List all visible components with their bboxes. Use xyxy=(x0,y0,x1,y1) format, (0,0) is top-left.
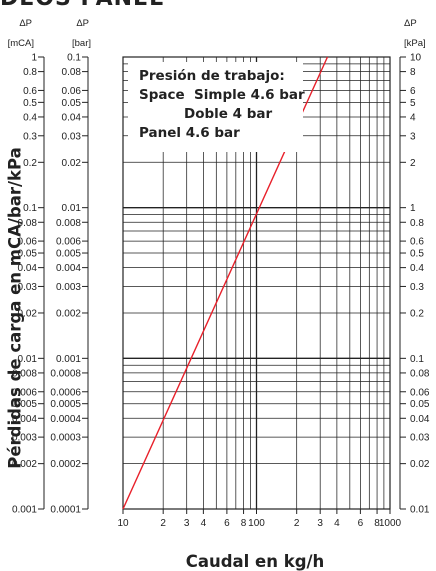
y-tick-label: 0.004 xyxy=(56,263,81,274)
y-tick-label: 2 xyxy=(410,158,416,169)
y-tick-label: 0.0008 xyxy=(50,368,81,379)
y-tick-label: 0.1 xyxy=(410,354,424,365)
x-tick-label: 10 xyxy=(117,518,129,529)
y-tick-label: 1 xyxy=(410,203,416,214)
y-tick-label: 0.4 xyxy=(23,112,37,123)
y-tick-label: 6 xyxy=(410,86,416,97)
y-tick-label: 0.2 xyxy=(23,158,37,169)
y-tick-label: 0.1 xyxy=(23,203,37,214)
x-tick-label: 100 xyxy=(248,518,265,529)
y-tick-label: 0.08 xyxy=(410,368,430,379)
y-tick-label: 0.05 xyxy=(62,98,82,109)
y-axis-unit: [kPa] xyxy=(404,38,426,49)
page-heading-fragment: DEOS PANEL xyxy=(0,0,164,11)
y-tick-label: 4 xyxy=(410,112,416,123)
y-tick-label: 0.04 xyxy=(62,112,82,123)
y-tick-label: 0.008 xyxy=(12,368,37,379)
y-tick-label: 0.02 xyxy=(410,459,430,470)
y-tick-label: 0.02 xyxy=(62,158,82,169)
annotation-line-1: Presión de trabajo: xyxy=(139,68,285,84)
y-tick-label: 0.003 xyxy=(56,282,81,293)
y-tick-label: 5 xyxy=(410,98,416,109)
x-tick-label: 1000 xyxy=(379,518,402,529)
y-tick-label: 0.0006 xyxy=(50,387,81,398)
y-tick-label: 0.08 xyxy=(62,67,82,78)
y-tick-label: 0.4 xyxy=(410,263,424,274)
y-axis-header: ΔP xyxy=(19,18,32,29)
y-tick-label: 1 xyxy=(31,53,37,64)
y-tick-label: 0.006 xyxy=(56,237,81,248)
y-tick-label: 0.005 xyxy=(12,399,37,410)
y-axis-header: ΔP xyxy=(76,18,89,29)
y-tick-label: 0.05 xyxy=(18,249,38,260)
x-axis-label: Caudal en kg/h xyxy=(185,552,325,571)
y-tick-label: 0.04 xyxy=(18,263,38,274)
y-tick-label: 0.01 xyxy=(18,354,38,365)
x-tick-label: 8 xyxy=(374,518,380,529)
y-tick-label: 0.0004 xyxy=(50,414,81,425)
annotation-line-3: Doble 4 bar xyxy=(184,106,273,122)
y-tick-label: 0.05 xyxy=(410,399,430,410)
y-tick-label: 0.004 xyxy=(12,414,37,425)
y-tick-label: 0.03 xyxy=(18,282,38,293)
y-tick-label: 0.001 xyxy=(12,505,37,516)
y-tick-label: 3 xyxy=(410,131,416,142)
y-tick-label: 0.6 xyxy=(23,86,37,97)
y-tick-label: 0.8 xyxy=(410,218,424,229)
y-tick-label: 0.0003 xyxy=(50,433,81,444)
y-tick-label: 0.6 xyxy=(410,237,424,248)
annotation-line-4: Panel 4.6 bar xyxy=(139,125,240,141)
y-tick-label: 0.02 xyxy=(18,308,38,319)
y-tick-label: 0.008 xyxy=(56,218,81,229)
y-tick-label: 0.006 xyxy=(12,387,37,398)
y-axis-header: ΔP xyxy=(404,18,417,29)
y-tick-label: 0.3 xyxy=(410,282,424,293)
y-axis-unit: [mCA] xyxy=(8,38,34,49)
y-tick-label: 10 xyxy=(410,53,422,64)
working-pressure-annotation: Presión de trabajo: Space Simple 4.6 bar… xyxy=(128,62,305,152)
y-tick-label: 0.002 xyxy=(12,459,37,470)
y-tick-label: 0.0001 xyxy=(50,505,81,516)
y-tick-label: 0.03 xyxy=(410,433,430,444)
x-tick-label: 4 xyxy=(201,518,207,529)
y-tick-label: 0.8 xyxy=(23,67,37,78)
y-tick-label: 0.001 xyxy=(56,354,81,365)
y-tick-label: 0.04 xyxy=(410,414,430,425)
y-tick-label: 0.0002 xyxy=(50,459,81,470)
y-tick-label: 0.1 xyxy=(67,53,81,64)
y-tick-label: 0.5 xyxy=(23,98,37,109)
x-tick-label: 2 xyxy=(160,518,166,529)
y-tick-label: 0.3 xyxy=(23,131,37,142)
y-tick-label: 0.03 xyxy=(62,131,82,142)
y-tick-label: 0.002 xyxy=(56,308,81,319)
annotation-line-2: Space Simple 4.6 bar xyxy=(139,87,305,103)
y-tick-label: 0.005 xyxy=(56,249,81,260)
y-tick-label: 0.003 xyxy=(12,433,37,444)
x-tick-label: 2 xyxy=(294,518,300,529)
x-tick-label: 3 xyxy=(317,518,323,529)
y-tick-label: 0.08 xyxy=(18,218,38,229)
y-tick-label: 0.06 xyxy=(62,86,82,97)
x-tick-label: 8 xyxy=(241,518,247,529)
y-tick-label: 8 xyxy=(410,67,416,78)
y-axis-label: Pérdidas de carga en mCA/bar/kPa xyxy=(5,147,25,469)
y-tick-label: 0.06 xyxy=(18,237,38,248)
y-axis-unit: [bar] xyxy=(72,38,91,49)
y-tick-label: 0.06 xyxy=(410,387,430,398)
x-tick-label: 6 xyxy=(224,518,230,529)
x-tick-label: 4 xyxy=(334,518,340,529)
y-tick-label: 0.01 xyxy=(62,203,82,214)
y-tick-label: 0.5 xyxy=(410,249,424,260)
y-tick-label: 0.0005 xyxy=(50,399,81,410)
y-tick-label: 0.01 xyxy=(410,505,430,516)
x-tick-label: 6 xyxy=(358,518,364,529)
y-tick-label: 0.2 xyxy=(410,308,424,319)
x-tick-label: 3 xyxy=(184,518,190,529)
